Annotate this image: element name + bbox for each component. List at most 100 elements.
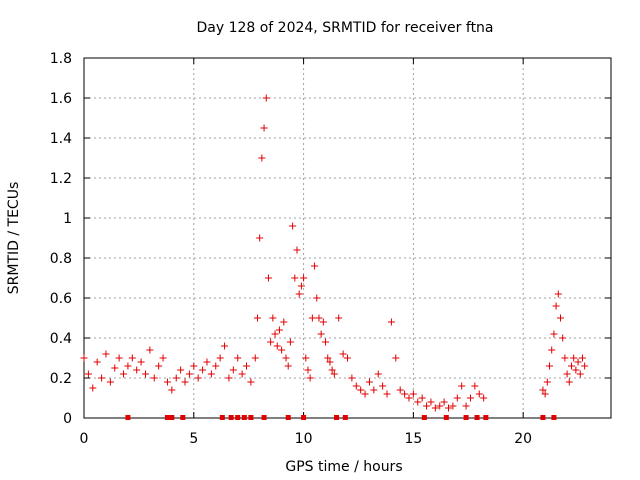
zero-marker xyxy=(421,415,427,420)
zero-marker xyxy=(342,415,348,420)
data-point xyxy=(563,370,571,378)
data-point xyxy=(348,374,356,382)
data-point xyxy=(440,398,448,406)
data-point xyxy=(262,94,270,102)
data-point xyxy=(418,394,426,402)
data-point xyxy=(315,314,323,322)
data-point xyxy=(111,364,119,372)
data-point xyxy=(578,354,586,362)
data-point xyxy=(168,386,176,394)
data-points xyxy=(80,94,589,420)
data-point xyxy=(554,290,562,298)
data-point xyxy=(414,398,422,406)
data-point xyxy=(379,382,387,390)
data-point xyxy=(128,354,136,362)
y-tick-label: 0.8 xyxy=(50,251,72,267)
data-point xyxy=(466,394,474,402)
y-tick-label: 1.6 xyxy=(50,91,72,107)
data-point xyxy=(361,390,369,398)
data-point xyxy=(326,358,334,366)
zero-marker xyxy=(334,415,340,420)
data-point xyxy=(159,354,167,362)
data-point xyxy=(258,154,266,162)
data-point xyxy=(462,402,470,410)
data-point xyxy=(561,354,569,362)
data-point xyxy=(365,378,373,386)
data-point xyxy=(392,354,400,362)
y-axis-label: SRMTID / TECUs xyxy=(6,182,22,295)
data-point xyxy=(102,350,110,358)
data-point xyxy=(471,382,479,390)
y-tick-label: 1 xyxy=(63,211,72,227)
data-point xyxy=(374,370,382,378)
data-point xyxy=(539,386,547,394)
data-point xyxy=(133,366,141,374)
data-point xyxy=(155,362,163,370)
data-point xyxy=(576,370,584,378)
data-point xyxy=(80,354,88,362)
y-tick-label: 0 xyxy=(63,411,72,427)
data-point xyxy=(207,370,215,378)
x-tick-label: 0 xyxy=(80,431,89,447)
data-point xyxy=(273,342,281,350)
data-point xyxy=(387,318,395,326)
data-point xyxy=(572,366,580,374)
data-point xyxy=(570,354,578,362)
data-point xyxy=(306,374,314,382)
zero-marker xyxy=(169,415,175,420)
data-point xyxy=(543,378,551,386)
data-point xyxy=(291,274,299,282)
data-point xyxy=(278,346,286,354)
x-tick-label: 5 xyxy=(189,431,198,447)
data-point xyxy=(311,262,319,270)
data-point xyxy=(177,366,185,374)
data-point xyxy=(423,402,431,410)
data-point xyxy=(199,366,207,374)
data-point xyxy=(300,274,308,282)
data-point xyxy=(137,358,145,366)
data-point xyxy=(436,402,444,410)
data-point xyxy=(330,370,338,378)
data-point xyxy=(357,386,365,394)
data-point xyxy=(324,354,332,362)
data-point xyxy=(98,374,106,382)
data-point xyxy=(401,390,409,398)
zero-marker xyxy=(180,415,186,420)
data-point xyxy=(574,358,582,366)
data-point xyxy=(541,390,549,398)
data-point xyxy=(458,382,466,390)
data-point xyxy=(335,314,343,322)
zero-marker xyxy=(125,415,131,420)
data-point xyxy=(260,124,268,132)
data-point xyxy=(383,390,391,398)
data-point xyxy=(317,330,325,338)
data-point xyxy=(247,378,255,386)
data-point xyxy=(286,338,294,346)
zero-marker xyxy=(540,415,546,420)
zero-marker xyxy=(241,415,247,420)
data-point xyxy=(405,394,413,402)
data-point xyxy=(89,384,97,392)
zero-marker xyxy=(301,415,307,420)
x-tick-label: 20 xyxy=(514,431,532,447)
y-tick-label: 0.2 xyxy=(50,371,72,387)
data-point xyxy=(581,362,589,370)
data-point xyxy=(550,330,558,338)
data-point xyxy=(216,354,224,362)
data-point xyxy=(256,234,264,242)
data-point xyxy=(449,402,457,410)
data-point xyxy=(548,346,556,354)
data-point xyxy=(229,366,237,374)
zero-marker xyxy=(164,415,170,420)
data-point xyxy=(293,246,301,254)
data-point xyxy=(352,382,360,390)
data-point xyxy=(212,362,220,370)
data-point xyxy=(267,338,275,346)
grid xyxy=(84,58,611,418)
data-point xyxy=(409,390,417,398)
data-point xyxy=(242,362,250,370)
data-point xyxy=(238,370,246,378)
data-point xyxy=(150,374,158,382)
data-point xyxy=(289,222,297,230)
